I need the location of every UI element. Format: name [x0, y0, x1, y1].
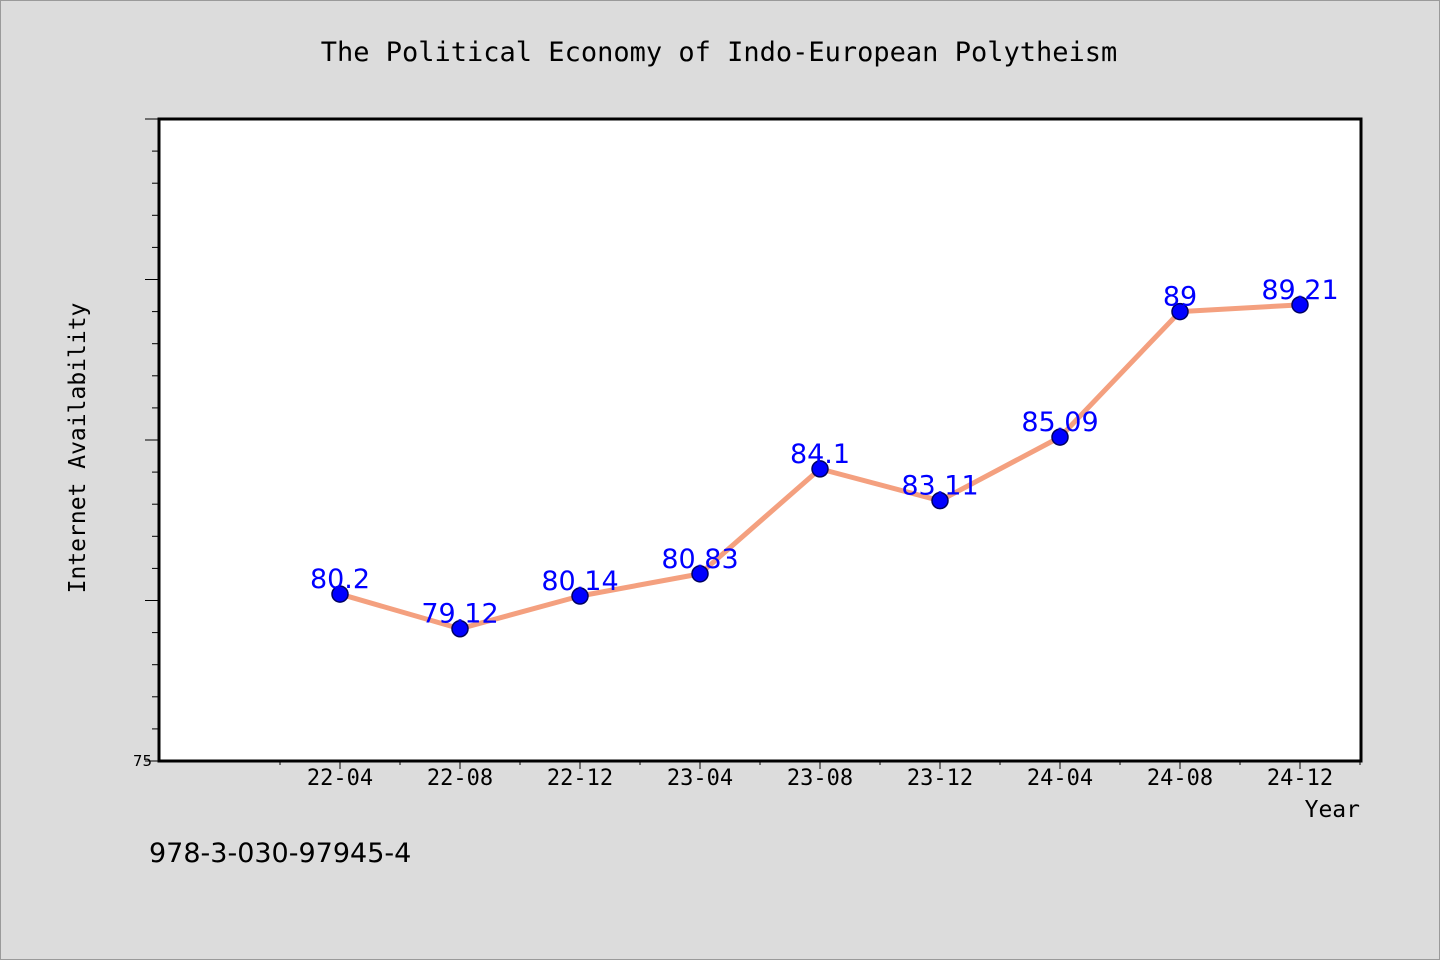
data-label: 89.21	[1261, 275, 1338, 306]
data-point-marker	[1291, 296, 1309, 314]
x-tick-label: 23-08	[787, 766, 853, 791]
data-point-marker	[691, 565, 709, 583]
data-point-marker	[1171, 302, 1189, 321]
x-tick-label: 24-12	[1267, 766, 1333, 791]
data-point-marker	[811, 460, 829, 478]
data-label: 80.83	[661, 544, 738, 575]
x-tick-label: 22-12	[547, 766, 613, 791]
data-label: 80.2	[310, 564, 370, 595]
data-point-marker	[1051, 428, 1069, 446]
data-point-marker	[571, 587, 589, 605]
data-point-marker	[451, 619, 469, 638]
plot-area	[157, 117, 1363, 763]
y-axis-label: Internet Availability	[65, 303, 91, 594]
x-tick-label: 23-04	[667, 766, 733, 791]
x-tick-label: 23-12	[907, 766, 973, 791]
isbn-label: 978-3-030-97945-4	[149, 838, 411, 869]
data-label: 89	[1163, 282, 1197, 313]
x-tick-label: 22-04	[307, 766, 373, 791]
data-label: 84.1	[790, 439, 850, 470]
x-axis-ticks	[279, 761, 1361, 769]
data-label: 79.12	[421, 599, 498, 630]
y-tick-label: 75	[133, 752, 152, 770]
x-tick-label: 22-08	[427, 766, 493, 791]
chart-title: The Political Economy of Indo-European P…	[321, 37, 1118, 68]
y-axis-ticks	[145, 118, 159, 762]
data-point-marker	[931, 491, 949, 510]
x-axis-label: Year	[1305, 797, 1360, 823]
data-label: 85.09	[1021, 407, 1098, 438]
data-label: 83.11	[901, 471, 978, 502]
data-label: 80.14	[541, 566, 618, 597]
x-tick-label: 24-08	[1147, 766, 1213, 791]
x-tick-label: 24-04	[1027, 766, 1093, 791]
data-point-marker	[331, 585, 349, 603]
